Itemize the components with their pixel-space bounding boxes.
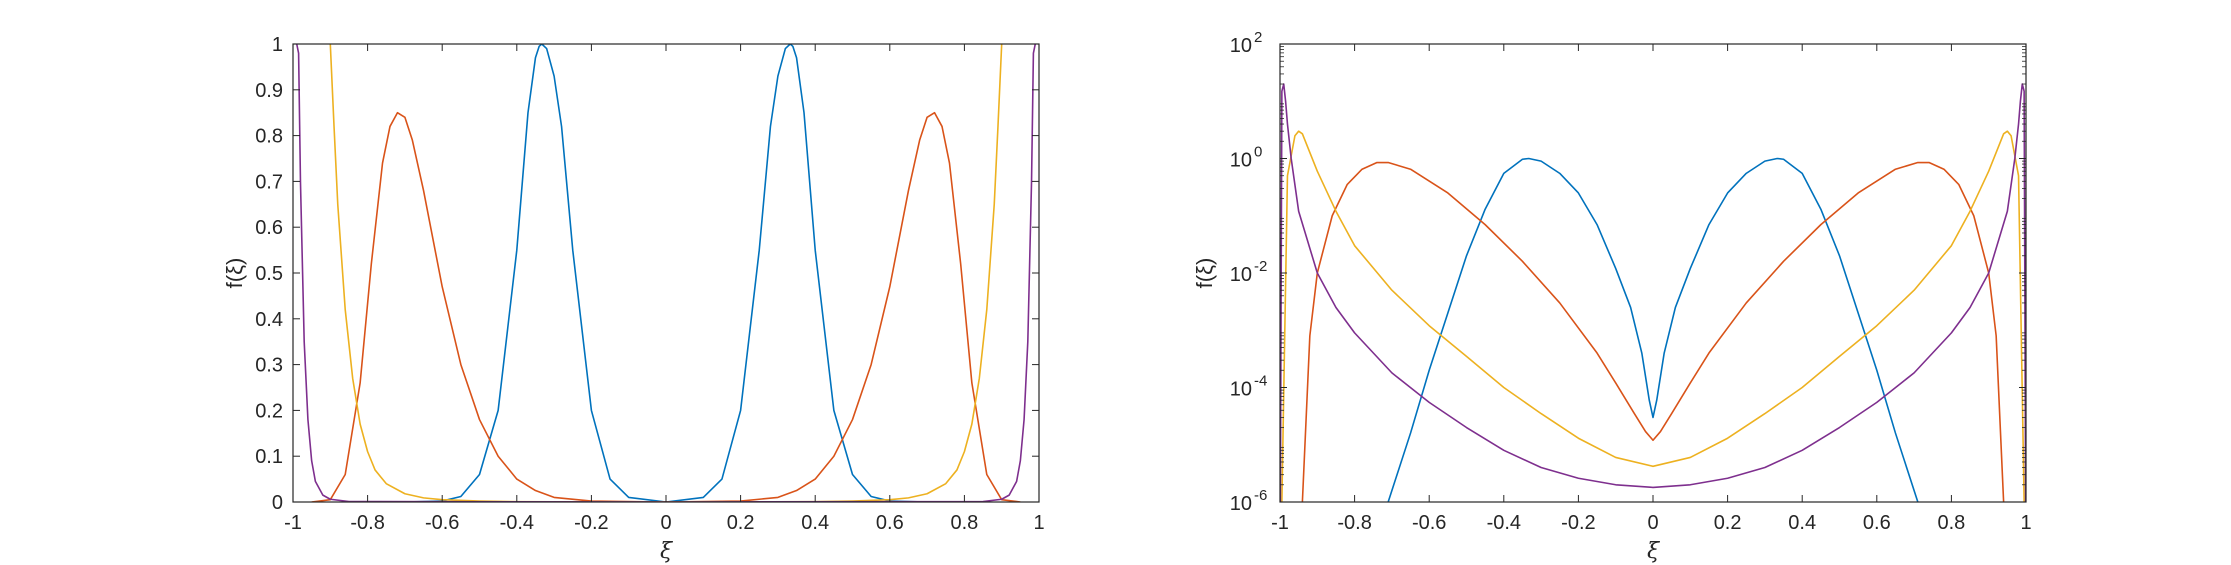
right-plot-area xyxy=(1280,83,2026,502)
right-x-tick-label: 0.6 xyxy=(1863,512,1891,534)
right-series-1-line xyxy=(1387,157,1919,502)
right-y-tick-exponent: -6 xyxy=(1254,487,1267,504)
left-y-axis-label: f(ξ) xyxy=(222,258,247,289)
left-y-tick-label: 0.1 xyxy=(255,446,283,468)
right-y-tick-label: 10 xyxy=(1230,379,1252,401)
left-x-tick-label: 0.8 xyxy=(950,512,978,534)
left-x-tick-label: -0.8 xyxy=(350,512,384,534)
left-y-tick-label: 0.7 xyxy=(255,171,283,193)
left-x-tick-label: -0.4 xyxy=(500,512,534,534)
left-y-tick-label: 0.5 xyxy=(255,263,283,285)
right-y-tick-label: 10 xyxy=(1230,150,1252,172)
right-x-tick-label: 0.2 xyxy=(1714,512,1742,534)
right-x-tick-label: 0.4 xyxy=(1788,512,1816,534)
left-y-tick-label: 1 xyxy=(272,34,283,56)
right-y-tick-label: 10 xyxy=(1230,493,1252,515)
right-x-tick-label: 0.8 xyxy=(1937,512,1965,534)
left-x-tick-label: -1 xyxy=(284,512,302,534)
right-series-3-line xyxy=(1281,130,2025,502)
right-x-tick-label: -0.8 xyxy=(1337,512,1371,534)
right-y-tick-label: 10 xyxy=(1230,264,1252,286)
right-axes-box xyxy=(1279,43,2027,503)
left-x-tick-label: 0.6 xyxy=(876,512,904,534)
left-y-tick-label: 0 xyxy=(272,492,283,514)
left-x-tick-label: -0.2 xyxy=(574,512,608,534)
left-x-tick-label: 1 xyxy=(1033,512,1044,534)
right-series-4-line xyxy=(1280,83,2026,502)
left-chart: -1 -0.8 -0.6 -0.4 -0.2 0 0.2 0.4 0.6 0.8 1 0 0.1 0.2… xyxy=(222,34,1045,564)
right-x-tick-label: -0.2 xyxy=(1561,512,1595,534)
left-y-tick-label: 0.3 xyxy=(255,355,283,377)
left-series-2-line xyxy=(311,111,1021,502)
right-x-tick-label: 0 xyxy=(1647,512,1658,534)
right-y-tick-exponent: -4 xyxy=(1254,373,1267,390)
right-y-tick-exponent: 0 xyxy=(1254,144,1262,161)
left-y-tick-label: 0.2 xyxy=(255,400,283,422)
left-y-tick-label: 0.8 xyxy=(255,126,283,148)
left-y-tick-label: 0.9 xyxy=(255,80,283,102)
right-y-tick-exponent: -2 xyxy=(1254,258,1267,275)
left-y-tick-label: 0.6 xyxy=(255,217,283,239)
left-x-tick-label: 0 xyxy=(660,512,671,534)
right-series-2-line xyxy=(1301,161,2005,502)
right-x-tick-label: -1 xyxy=(1271,512,1289,534)
right-y-tick-exponent: 2 xyxy=(1254,29,1262,46)
left-y-tick-label: 0.4 xyxy=(255,309,283,331)
left-series-4-line xyxy=(295,44,1037,502)
left-axes-box xyxy=(292,43,1040,503)
right-x-tick-label: -0.4 xyxy=(1487,512,1521,534)
right-x-axis-label: ξ xyxy=(1647,539,1661,564)
right-y-axis-label: f(ξ) xyxy=(1192,258,1217,289)
right-chart: -1 -0.8 -0.6 -0.4 -0.2 0 0.2 0.4 0.6 0.8 1 10 -610-… xyxy=(1192,29,2032,564)
right-x-tick-label: -0.6 xyxy=(1412,512,1446,534)
left-series-1-line xyxy=(404,44,928,502)
right-y-tick-label: 10 xyxy=(1230,35,1252,57)
left-x-tick-label: 0.2 xyxy=(727,512,755,534)
right-x-tick-label: 1 xyxy=(2020,512,2031,534)
left-plot-area xyxy=(295,44,1037,502)
left-x-tick-label: -0.6 xyxy=(425,512,459,534)
left-x-tick-label: 0.4 xyxy=(801,512,829,534)
left-series-3-line xyxy=(329,44,1003,502)
left-x-axis-label: ξ xyxy=(660,539,674,564)
